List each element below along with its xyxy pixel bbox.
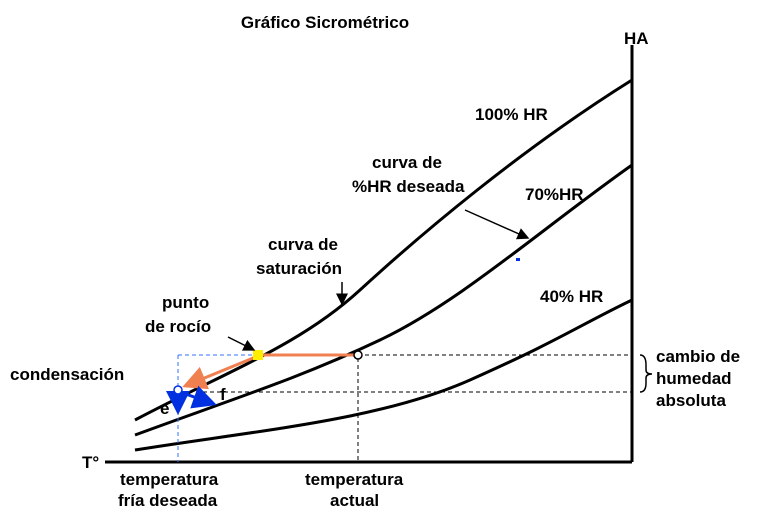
f-arrow bbox=[179, 385, 217, 409]
annotation: curva de bbox=[372, 153, 442, 172]
title: Gráfico Sicrométrico bbox=[241, 13, 409, 32]
annotation: de rocío bbox=[145, 317, 211, 336]
annotation: humedad bbox=[656, 369, 732, 388]
annotation: condensación bbox=[10, 365, 124, 384]
x-label: fría deseada bbox=[118, 491, 218, 510]
annotation: cambio de bbox=[656, 347, 740, 366]
annotation: curva de bbox=[268, 235, 338, 254]
curve-label: 40% HR bbox=[540, 287, 603, 306]
annotation: punto bbox=[162, 293, 209, 312]
pointer bbox=[464, 209, 530, 240]
condensation-point bbox=[173, 385, 183, 395]
pointers bbox=[227, 209, 653, 393]
current-point bbox=[353, 350, 363, 360]
curve-40 bbox=[134, 298, 633, 452]
guides bbox=[177, 354, 632, 462]
dew-point bbox=[253, 350, 263, 360]
x-label: temperatura bbox=[120, 470, 219, 489]
condensation-arrow bbox=[182, 354, 259, 390]
curve-label: 100% HR bbox=[475, 105, 548, 124]
marker bbox=[516, 258, 520, 261]
x-label: actual bbox=[330, 491, 379, 510]
pointer bbox=[227, 336, 256, 351]
x-label: temperatura bbox=[305, 470, 404, 489]
curve-label: 70%HR bbox=[525, 185, 584, 204]
brace bbox=[639, 354, 653, 393]
x-axis-label: T° bbox=[82, 453, 99, 472]
curve-70 bbox=[134, 163, 633, 437]
axes bbox=[105, 45, 634, 464]
annotation: %HR deseada bbox=[352, 177, 465, 196]
annotation: absoluta bbox=[656, 391, 726, 410]
annotation: f bbox=[220, 385, 226, 404]
curves bbox=[134, 78, 633, 452]
annotation: saturación bbox=[256, 259, 342, 278]
y-axis-label: HA bbox=[624, 29, 649, 48]
curve-100 bbox=[134, 78, 633, 422]
annotation: e bbox=[160, 399, 169, 418]
